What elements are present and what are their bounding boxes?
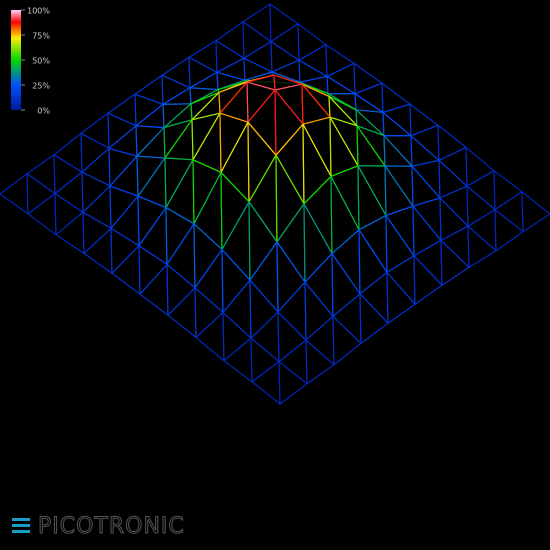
mesh-triangle [359,293,389,344]
surface [0,3,550,405]
mesh-triangle [494,209,524,252]
mesh-triangle [0,173,29,215]
colorbar [11,10,21,110]
mesh-triangle [521,191,550,233]
brand: PICOTRONIC [38,514,185,539]
colorbar-label: 0% [37,107,50,116]
mesh-triangle [305,339,335,385]
colorbar-label: 25% [32,82,50,91]
colorbar-label: 100% [27,7,50,16]
colorbar-label: 75% [32,32,50,41]
mesh-triangle [440,239,470,286]
colorbar-label: 50% [32,57,50,66]
mesh-triangle [386,271,416,324]
mesh-triangle [467,225,497,268]
logo: PICOTRONIC [12,514,185,540]
mesh-triangle [332,315,362,366]
mesh-triangle [278,361,308,405]
mesh-triangle [413,255,443,305]
